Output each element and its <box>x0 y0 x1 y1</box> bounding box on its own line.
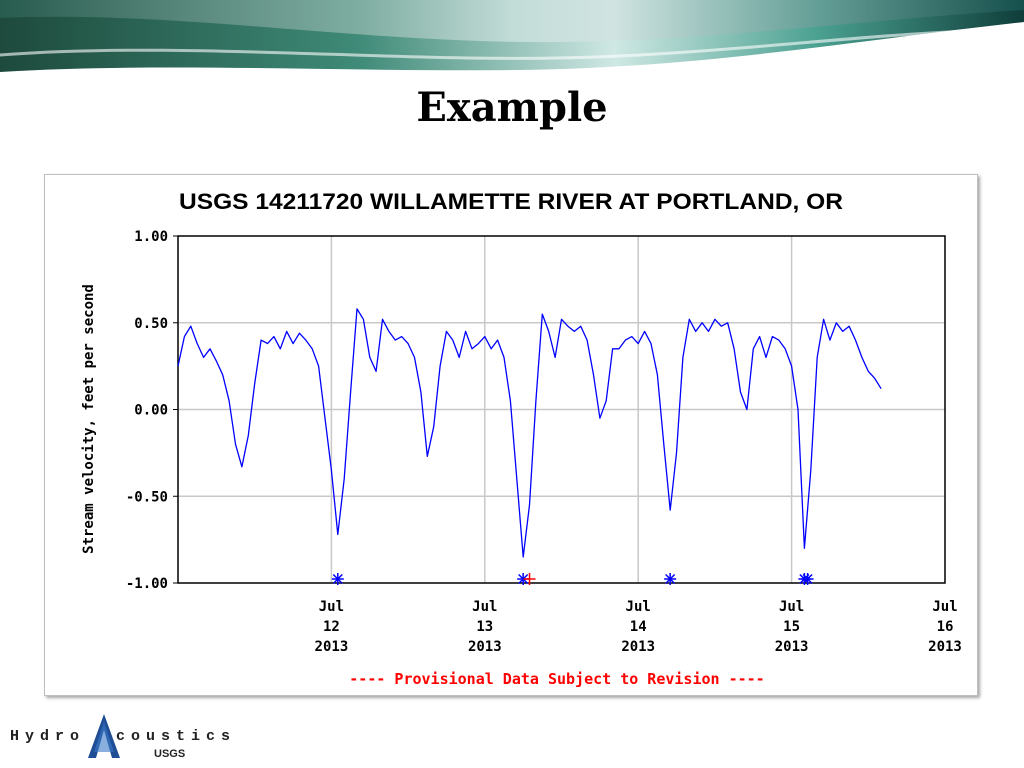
grid <box>178 236 945 583</box>
logo-agency: USGS <box>154 748 186 760</box>
y-tick-label: 0.50 <box>134 316 168 332</box>
series <box>177 308 882 558</box>
y-tick-label: 1.00 <box>134 229 168 245</box>
chart-frame: USGS 14211720 WILLAMETTE RIVER AT PORTLA… <box>44 174 978 696</box>
hydroacoustics-logo: Hydro coustics USGS <box>8 712 230 768</box>
x-tick-label: Jul 15 2013 <box>775 599 809 655</box>
x-tick-label: Jul 16 2013 <box>928 599 962 655</box>
y-axis: -1.00 -0.50 0.00 0.50 1.00 <box>126 229 178 592</box>
x-axis: Jul 12 2013 Jul 13 2013 Jul 14 2013 Jul 15 2013 Jul 1… <box>315 599 962 655</box>
y-tick-label: -1.00 <box>126 576 168 592</box>
header-banner <box>0 0 1024 72</box>
logo-a-icon <box>88 714 120 758</box>
slide-title: Example <box>416 84 608 131</box>
data-flag-star-marker <box>331 573 344 585</box>
logo-text-right: coustics <box>116 728 237 745</box>
y-axis-label: Stream velocity, feet per second <box>81 284 97 554</box>
chart: USGS 14211720 WILLAMETTE RIVER AT PORTLA… <box>81 189 962 688</box>
x-tick-label: Jul 13 2013 <box>468 599 502 655</box>
data-flag-star-marker <box>801 573 814 585</box>
velocity-series-line <box>177 308 882 558</box>
data-flag-star-marker <box>664 573 677 585</box>
logo-text-left: Hydro <box>10 728 86 745</box>
data-flag-plus-marker <box>523 573 536 585</box>
chart-title: USGS 14211720 WILLAMETTE RIVER AT PORTLA… <box>179 189 843 214</box>
x-tick-label: Jul 14 2013 <box>621 599 655 655</box>
y-tick-label: 0.00 <box>134 403 168 419</box>
x-tick-label: Jul 12 2013 <box>315 599 349 655</box>
markers <box>331 573 814 585</box>
y-tick-label: -0.50 <box>126 489 168 505</box>
provisional-note: ---- Provisional Data Subject to Revisio… <box>349 670 764 688</box>
